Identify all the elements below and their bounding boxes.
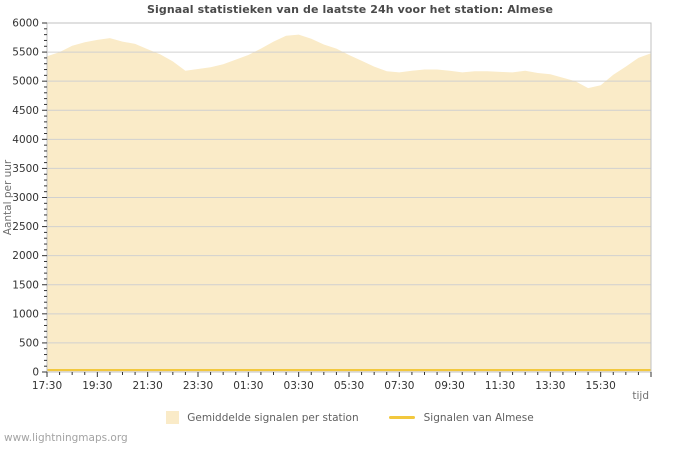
- legend-label-average: Gemiddelde signalen per station: [187, 411, 359, 424]
- svg-text:2500: 2500: [12, 221, 39, 233]
- chart-legend: Gemiddelde signalen per station Signalen…: [0, 411, 700, 424]
- svg-text:05:30: 05:30: [334, 380, 364, 392]
- chart-title: Signaal statistieken van de laatste 24h …: [146, 3, 554, 16]
- signal-statistics-chart: 0 500 1000 1500 2000 2500 3000 3500 4000 4500 5000…: [2, 18, 652, 402]
- svg-text:09:30: 09:30: [435, 380, 465, 392]
- watermark-link: www.lightningmaps.org: [4, 432, 128, 444]
- svg-text:21:30: 21:30: [133, 380, 163, 392]
- svg-text:500: 500: [19, 337, 39, 349]
- svg-text:15:30: 15:30: [586, 380, 616, 392]
- svg-text:1500: 1500: [12, 279, 39, 291]
- svg-text:0: 0: [32, 367, 39, 379]
- legend-line-swatch: [388, 416, 415, 419]
- svg-text:5500: 5500: [12, 47, 39, 59]
- svg-text:07:30: 07:30: [384, 380, 414, 392]
- svg-text:5000: 5000: [12, 76, 39, 88]
- svg-text:01:30: 01:30: [233, 380, 263, 392]
- svg-text:1000: 1000: [12, 308, 39, 320]
- svg-text:11:30: 11:30: [485, 380, 515, 392]
- svg-text:tijd: tijd: [632, 390, 649, 402]
- legend-area-swatch: [166, 411, 180, 424]
- svg-text:2000: 2000: [12, 250, 39, 262]
- svg-text:19:30: 19:30: [82, 380, 112, 392]
- svg-text:4000: 4000: [12, 134, 39, 146]
- svg-text:13:30: 13:30: [535, 380, 565, 392]
- svg-text:23:30: 23:30: [183, 380, 213, 392]
- svg-text:03:30: 03:30: [284, 380, 314, 392]
- svg-text:3500: 3500: [12, 163, 39, 175]
- legend-label-almese: Signalen van Almese: [423, 411, 534, 424]
- svg-text:3000: 3000: [12, 192, 39, 204]
- svg-text:17:30: 17:30: [32, 380, 62, 392]
- svg-text:4500: 4500: [12, 105, 39, 117]
- svg-text:Aantal per uur: Aantal per uur: [2, 159, 14, 235]
- svg-text:6000: 6000: [12, 18, 39, 30]
